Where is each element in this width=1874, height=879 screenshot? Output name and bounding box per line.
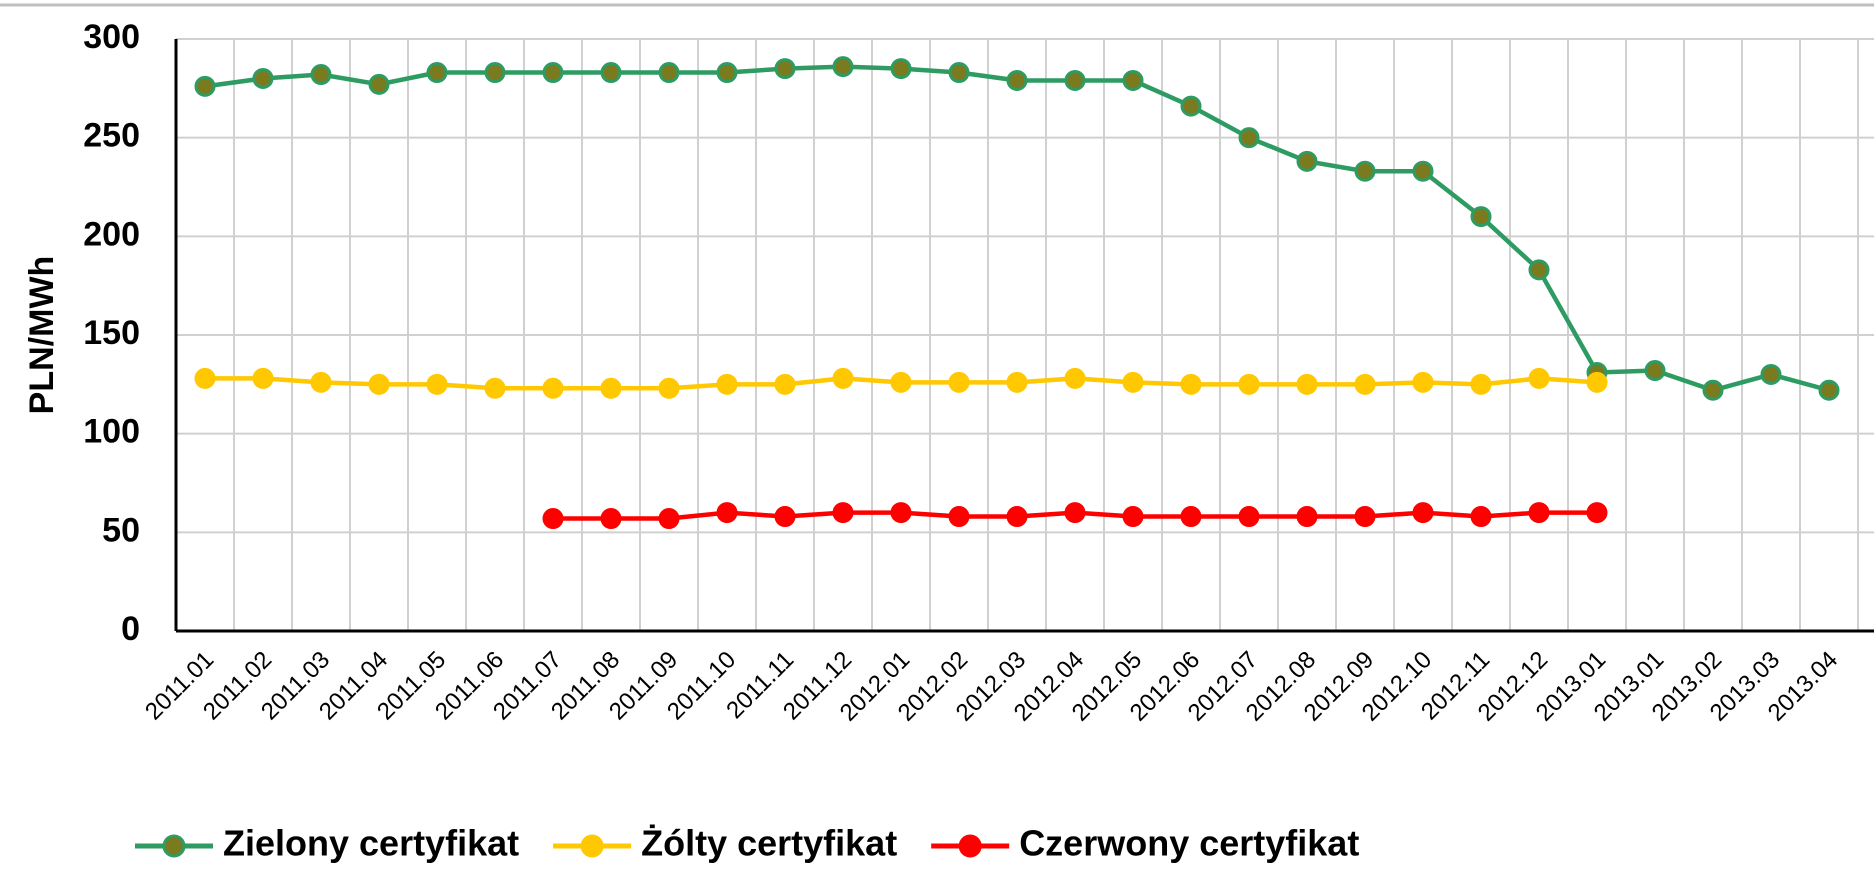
y-tick-label: 100	[83, 413, 140, 451]
data-point	[542, 377, 564, 399]
y-tick-label: 50	[102, 511, 140, 549]
data-point	[1296, 373, 1318, 395]
data-point	[1644, 360, 1666, 382]
data-point	[948, 371, 970, 393]
data-point	[1586, 502, 1608, 524]
data-point	[832, 367, 854, 389]
data-point	[252, 67, 274, 89]
data-point	[310, 371, 332, 393]
data-point	[194, 75, 216, 97]
data-point	[1818, 379, 1840, 401]
data-point	[1238, 127, 1260, 149]
data-point	[1296, 150, 1318, 172]
data-point	[890, 502, 912, 524]
data-point	[1412, 371, 1434, 393]
data-point	[1528, 502, 1550, 524]
data-point	[1528, 259, 1550, 281]
data-point	[194, 367, 216, 389]
data-point	[658, 62, 680, 84]
data-point	[1702, 379, 1724, 401]
data-point	[1180, 95, 1202, 117]
data-point	[1238, 506, 1260, 528]
data-point	[1064, 502, 1086, 524]
data-point	[542, 508, 564, 530]
legend-marker	[580, 834, 604, 858]
data-point	[1006, 371, 1028, 393]
data-point	[252, 367, 274, 389]
data-point	[1064, 69, 1086, 91]
data-point	[1760, 363, 1782, 385]
series-line	[204, 64, 1830, 393]
data-point	[1412, 502, 1434, 524]
data-point	[716, 502, 738, 524]
data-point	[716, 62, 738, 84]
data-point	[1238, 373, 1260, 395]
data-point	[658, 508, 680, 530]
y-tick-label: 0	[121, 610, 140, 648]
data-point	[1470, 506, 1492, 528]
data-point	[1180, 373, 1202, 395]
data-point	[1586, 371, 1608, 393]
data-point	[1122, 69, 1144, 91]
data-point	[774, 506, 796, 528]
data-point	[774, 373, 796, 395]
legend-marker	[958, 834, 982, 858]
y-tick-label: 200	[83, 215, 140, 253]
data-point	[716, 373, 738, 395]
data-point	[484, 62, 506, 84]
legend-marker	[162, 834, 186, 858]
data-point	[368, 373, 390, 395]
data-point	[948, 62, 970, 84]
data-point	[774, 58, 796, 80]
data-point	[1470, 373, 1492, 395]
data-point	[600, 377, 622, 399]
data-point	[600, 508, 622, 530]
y-tick-label: 150	[83, 314, 140, 352]
legend-label: Zielony certyfikat	[223, 823, 519, 864]
data-point	[658, 377, 680, 399]
data-point	[890, 58, 912, 80]
data-point	[484, 377, 506, 399]
data-point	[832, 502, 854, 524]
data-point	[832, 56, 854, 78]
data-point	[1180, 506, 1202, 528]
data-point	[1296, 506, 1318, 528]
data-point	[1528, 367, 1550, 389]
data-point	[1122, 371, 1144, 393]
data-point	[1006, 69, 1028, 91]
data-point	[1064, 367, 1086, 389]
y-axis-label: PLN/MWh	[23, 256, 61, 415]
y-tick-label: 250	[83, 117, 140, 155]
data-point	[1354, 160, 1376, 182]
data-point	[542, 62, 564, 84]
y-tick-label: 300	[83, 18, 140, 56]
data-point	[1470, 206, 1492, 228]
data-point	[426, 373, 448, 395]
legend-label: Czerwony certyfikat	[1019, 823, 1359, 864]
legend-label: Żólty certyfikat	[641, 823, 897, 864]
data-point	[368, 73, 390, 95]
data-point	[1354, 506, 1376, 528]
data-point	[1412, 160, 1434, 182]
data-point	[310, 64, 332, 86]
data-point	[890, 371, 912, 393]
data-point	[1122, 506, 1144, 528]
data-point	[1006, 506, 1028, 528]
data-point	[600, 62, 622, 84]
data-point	[426, 62, 448, 84]
data-point	[948, 506, 970, 528]
data-point	[1354, 373, 1376, 395]
